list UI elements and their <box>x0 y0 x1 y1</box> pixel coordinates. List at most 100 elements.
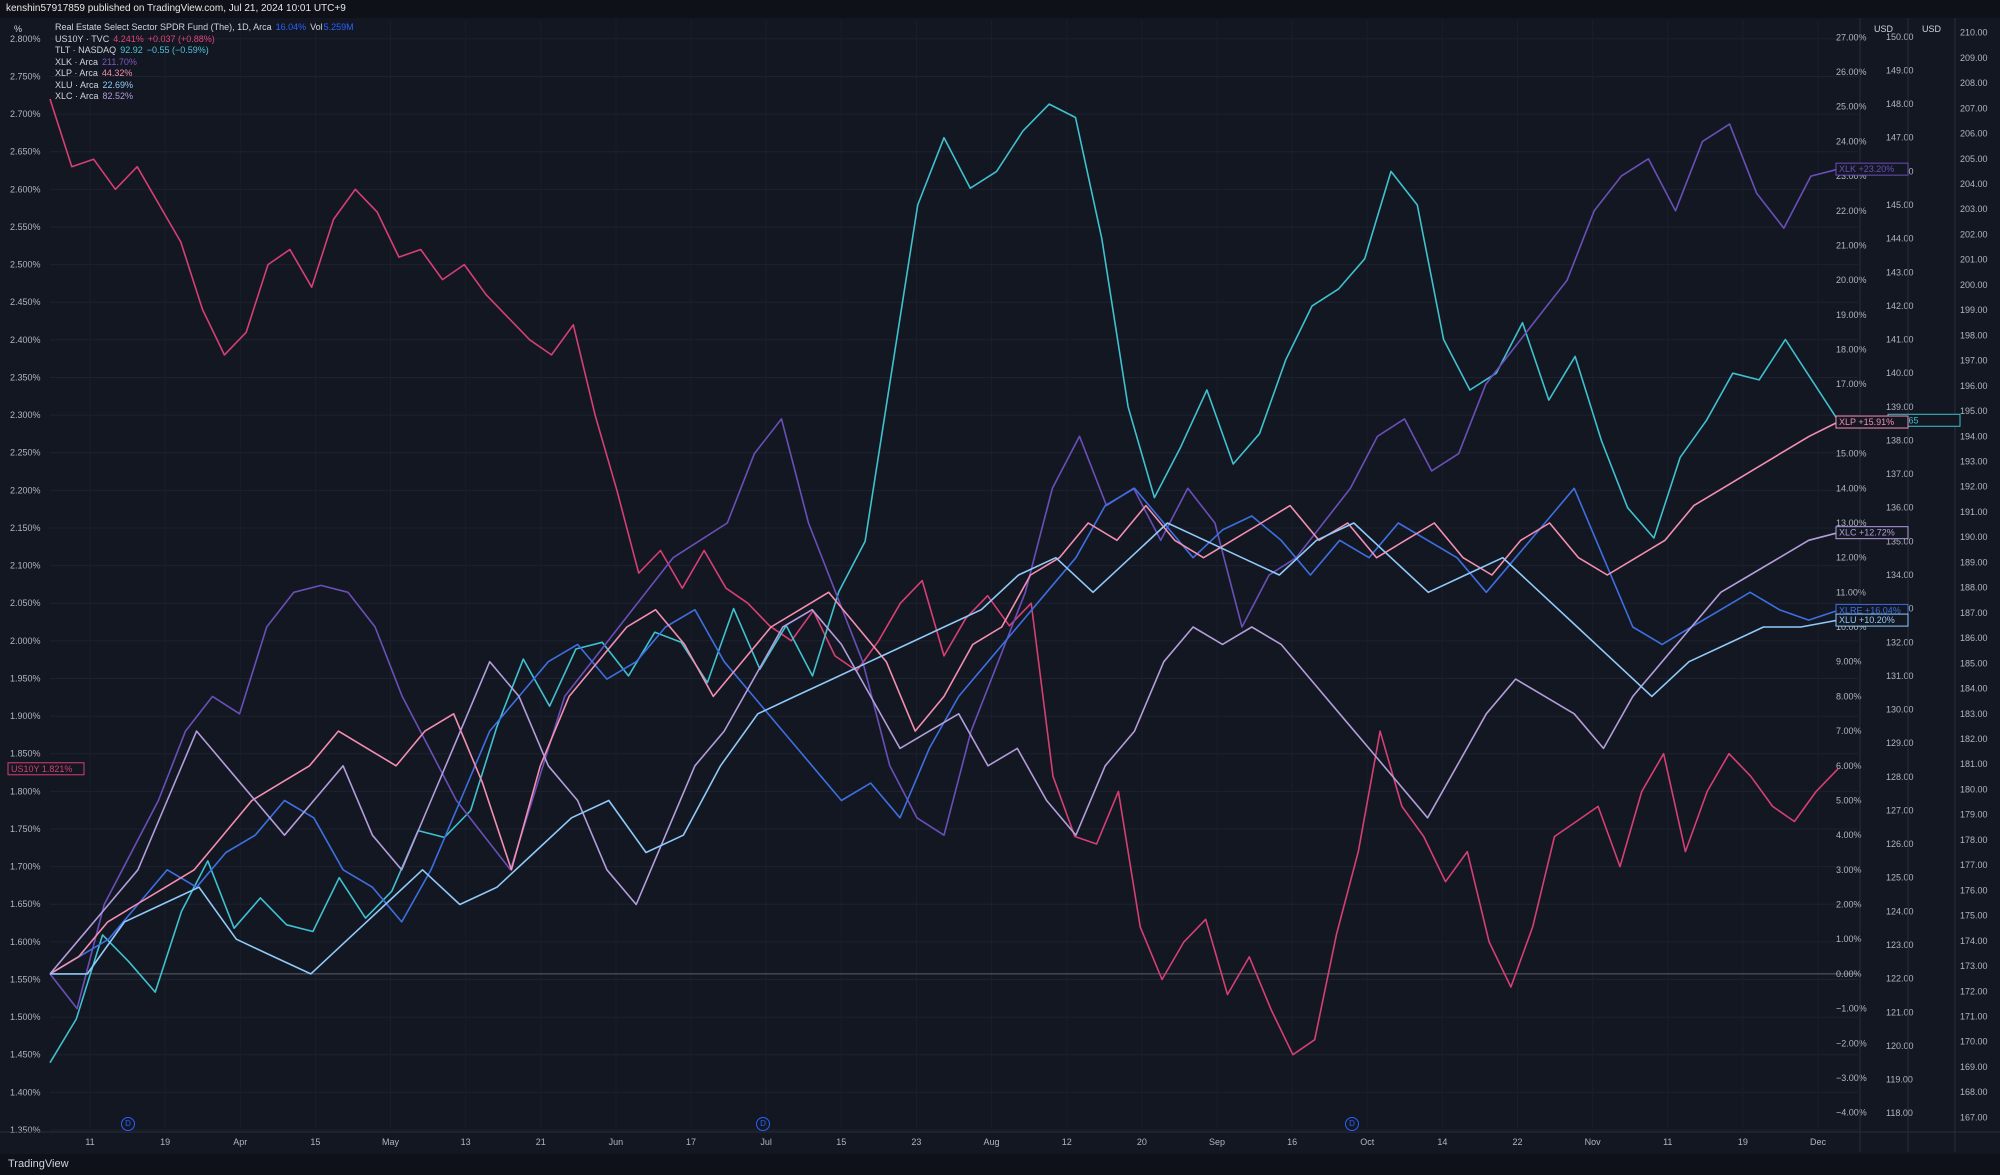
usd2-tick-label: 208.00 <box>1960 78 1988 88</box>
x-tick-label: 17 <box>686 1137 696 1147</box>
left-tick-label: 2.350% <box>10 372 41 382</box>
usd2-tick-label: 176.00 <box>1960 885 1988 895</box>
pct-tick-label: 19.00% <box>1836 310 1867 320</box>
legend-name: XLP · Arca <box>55 68 98 78</box>
usd1-tick-label: 127.00 <box>1886 805 1914 815</box>
pct-tick-label: 21.00% <box>1836 240 1867 250</box>
usd1-tick-label: 137.00 <box>1886 469 1914 479</box>
usd2-tick-label: 198.00 <box>1960 330 1988 340</box>
usd2-tick-label: 170.00 <box>1960 1037 1988 1047</box>
legend-value: 92.92 <box>120 45 143 55</box>
dividend-marker[interactable]: D <box>756 1117 770 1131</box>
publisher-text: kenshin57917859 published on TradingView… <box>6 3 346 14</box>
usd2-tick-label: 171.00 <box>1960 1011 1988 1021</box>
left-tick-label: 2.650% <box>10 147 41 157</box>
footer-bar: TradingView <box>0 1154 2000 1175</box>
x-tick-label: Oct <box>1360 1137 1375 1147</box>
usd2-tick-label: 183.00 <box>1960 709 1988 719</box>
legend-main-value: 16.04% <box>275 22 307 32</box>
usd2-tick-label: 206.00 <box>1960 129 1988 139</box>
usd2-tick-label: 180.00 <box>1960 784 1988 794</box>
pct-tick-label: 10.00% <box>1836 622 1867 632</box>
legend-name: XLK · Arca <box>55 56 99 67</box>
dividend-marker[interactable]: D <box>121 1117 135 1131</box>
left-tick-label: 2.700% <box>10 109 41 119</box>
publisher-bar: kenshin57917859 published on TradingView… <box>0 0 2000 18</box>
legend-main[interactable]: Real Estate Select Sector SPDR Fund (The… <box>55 22 358 34</box>
left-tick-label: 2.800% <box>10 34 41 44</box>
tradingview-logo[interactable]: TradingView <box>8 1158 69 1170</box>
legend-name: US10Y · TVC <box>55 33 110 44</box>
usd1-tick-label: 121.00 <box>1886 1007 1914 1017</box>
x-tick-label: 19 <box>160 1137 170 1147</box>
left-tick-label: 2.500% <box>10 260 41 270</box>
x-tick-label: 20 <box>1137 1137 1147 1147</box>
left-tick-label: 1.750% <box>10 824 41 834</box>
pct-tick-label: 26.00% <box>1836 67 1867 77</box>
usd2-tick-label: 189.00 <box>1960 557 1988 567</box>
usd1-tick-label: 144.00 <box>1886 234 1914 244</box>
series-line-tlt <box>49 103 1839 1064</box>
usd1-tick-label: 138.00 <box>1886 435 1914 445</box>
usd2-tick-label: 193.00 <box>1960 456 1988 466</box>
x-tick-label: 11 <box>1663 1137 1672 1147</box>
legend-row-xlk[interactable]: XLK · Arca 211.70% <box>55 57 358 69</box>
usd2-tick-label: 197.00 <box>1960 356 1988 366</box>
usd2-tick-label: 167.00 <box>1960 1112 1988 1122</box>
usd2-tick-label: 179.00 <box>1960 810 1988 820</box>
x-tick-label: Sep <box>1209 1137 1225 1147</box>
usd1-tick-label: 141.00 <box>1886 335 1914 345</box>
legend-name: XLU · Arca <box>55 79 99 90</box>
pct-tick-label: 2.00% <box>1836 900 1862 910</box>
price-tag-box <box>1835 613 1909 627</box>
legend-change: +0.037 (+0.88%) <box>147 33 215 44</box>
left-tick-label: 2.400% <box>10 335 41 345</box>
pct-tick-label: 25.00% <box>1836 102 1867 112</box>
usd2-tick-label: 194.00 <box>1960 431 1988 441</box>
legend-row-xlp[interactable]: XLP · Arca 44.32% <box>55 68 358 80</box>
chart-legend[interactable]: Real Estate Select Sector SPDR Fund (The… <box>55 22 358 103</box>
pct-tick-label: 12.00% <box>1836 553 1867 563</box>
pct-tick-label: 17.00% <box>1836 379 1867 389</box>
usd1-tick-label: 130.00 <box>1886 705 1914 715</box>
price-tag-label: XLP +15.91% <box>1839 417 1894 427</box>
usd1-tick-label: 124.00 <box>1886 906 1914 916</box>
dividend-marker[interactable]: D <box>1345 1117 1359 1131</box>
usd1-tick-label: 140.00 <box>1886 368 1914 378</box>
legend-row-xlu[interactable]: XLU · Arca 22.69% <box>55 80 358 92</box>
usd2-tick-label: 202.00 <box>1960 229 1988 239</box>
left-tick-label: 2.200% <box>10 485 41 495</box>
pct-tick-label: 14.00% <box>1836 483 1867 493</box>
usd1-tick-label: 125.00 <box>1886 873 1914 883</box>
pct-tick-label: 9.00% <box>1836 657 1862 667</box>
legend-name: TLT · NASDAQ <box>55 45 117 55</box>
usd2-tick-label: 203.00 <box>1960 204 1988 214</box>
left-tick-label: 1.850% <box>10 749 41 759</box>
left-tick-label: 2.000% <box>10 636 41 646</box>
legend-value: 4.241% <box>113 33 144 44</box>
series-line-xlc <box>49 531 1839 975</box>
usd1-tick-label: 143.00 <box>1886 267 1914 277</box>
usd2-tick-label: 178.00 <box>1960 835 1988 845</box>
legend-row-xlc[interactable]: XLC · Arca 82.52% <box>55 91 358 103</box>
pct-tick-label: 1.00% <box>1836 934 1862 944</box>
left-tick-label: 1.550% <box>10 974 41 984</box>
usd2-tick-label: 184.00 <box>1960 684 1988 694</box>
x-tick-label: Dec <box>1810 1137 1827 1147</box>
usd2-tick-label: 205.00 <box>1960 154 1988 164</box>
left-tick-label: 2.300% <box>10 410 41 420</box>
legend-row-tlt[interactable]: TLT · NASDAQ 92.92 −0.55 (−0.59%) <box>55 45 358 57</box>
x-tick-label: Apr <box>233 1137 247 1147</box>
price-tag-label: XLU +10.20% <box>1839 615 1895 625</box>
pct-tick-label: 22.00% <box>1836 206 1867 216</box>
usd1-tick-label: 128.00 <box>1886 772 1914 782</box>
usd2-tick-label: 169.00 <box>1960 1062 1988 1072</box>
x-tick-label: 23 <box>911 1137 921 1147</box>
legend-row-us10y[interactable]: US10Y · TVC 4.241% +0.037 (+0.88%) <box>55 34 358 46</box>
left-tick-label: 1.800% <box>10 786 41 796</box>
x-tick-label: 15 <box>836 1137 846 1147</box>
price-tags: US10Y 1.821%138.65XLK +23.20%XLRE +16.04… <box>7 162 1961 776</box>
usd1-tick-label: 135.00 <box>1886 536 1914 546</box>
usd2-tick-label: 210.00 <box>1960 28 1988 38</box>
